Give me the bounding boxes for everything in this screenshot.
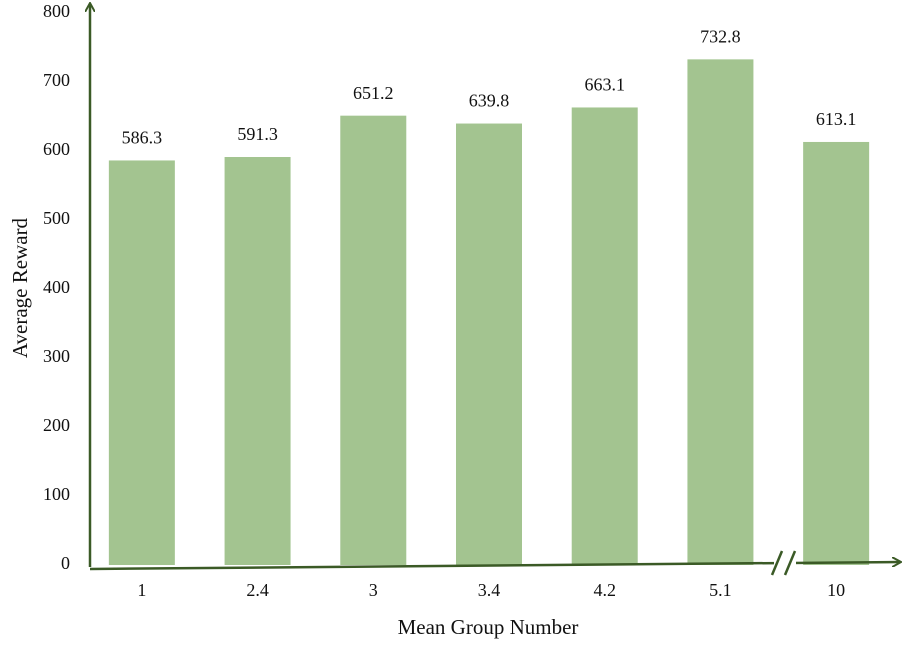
bar <box>224 157 291 566</box>
x-tick-label: 3.4 <box>478 580 501 600</box>
y-tick-label: 0 <box>61 553 70 573</box>
bar <box>340 115 407 565</box>
y-tick-label: 100 <box>43 484 70 504</box>
bar <box>456 123 522 566</box>
value-label: 651.2 <box>353 83 394 103</box>
x-tick-label: 1 <box>137 580 146 600</box>
value-label: 639.8 <box>469 91 510 111</box>
value-label: 663.1 <box>584 75 625 95</box>
x-tick-label: 2.4 <box>246 580 269 600</box>
y-tick-label: 600 <box>43 139 70 159</box>
x-axis-title: Mean Group Number <box>398 615 579 639</box>
value-label: 586.3 <box>122 128 163 148</box>
y-tick-label: 300 <box>43 346 70 366</box>
x-tick-label: 10 <box>827 580 845 600</box>
bar <box>687 59 754 565</box>
axis-break <box>770 550 784 576</box>
bar <box>571 107 638 565</box>
x-tick-label: 3 <box>369 580 378 600</box>
value-label: 732.8 <box>700 26 741 46</box>
y-tick-label: 500 <box>43 208 70 228</box>
value-label: 591.3 <box>237 124 278 144</box>
y-tick-label: 700 <box>43 70 70 90</box>
x-axis <box>89 562 900 571</box>
value-label: 613.1 <box>816 109 857 129</box>
x-tick-label: 4.2 <box>593 580 616 600</box>
axis-break <box>783 550 797 576</box>
bar <box>803 141 870 565</box>
y-axis-title: Average Reward <box>8 217 32 358</box>
plot-area <box>108 59 870 566</box>
y-tick-label: 400 <box>43 277 70 297</box>
y-tick-label: 200 <box>43 415 70 435</box>
bar <box>108 160 175 565</box>
x-tick-label: 5.1 <box>709 580 732 600</box>
y-tick-label: 800 <box>43 1 70 21</box>
